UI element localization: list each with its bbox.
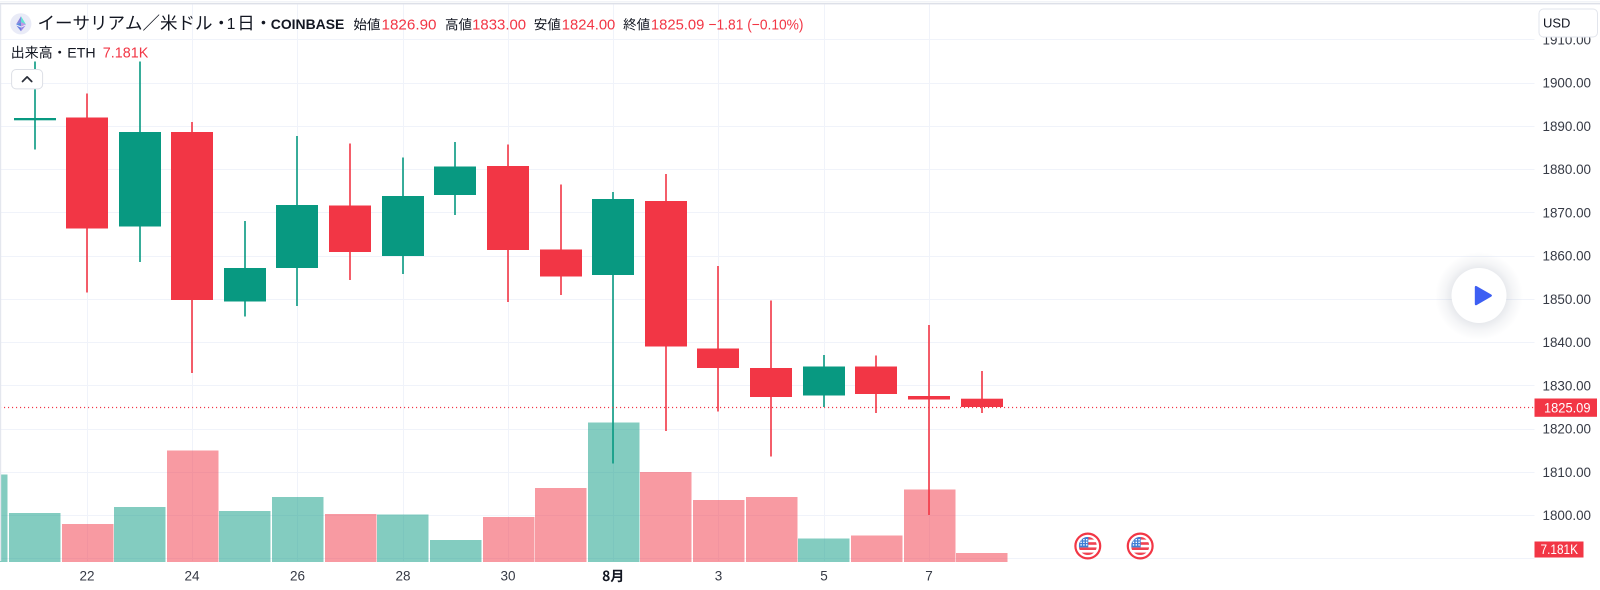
svg-text:ETH: ETH [67, 45, 95, 61]
svg-text:7: 7 [925, 569, 933, 584]
svg-text:1850.00: 1850.00 [1543, 292, 1592, 307]
svg-text:1810.00: 1810.00 [1543, 465, 1592, 480]
svg-text:1: 1 [227, 16, 236, 33]
svg-text:1890.00: 1890.00 [1543, 119, 1592, 134]
svg-text:30: 30 [500, 569, 515, 584]
svg-text:−1.81 (−0.10%): −1.81 (−0.10%) [709, 17, 804, 34]
svg-text:1825.09: 1825.09 [651, 17, 705, 34]
svg-text:1870.00: 1870.00 [1543, 205, 1592, 220]
svg-text:7.181K: 7.181K [103, 45, 149, 62]
svg-text:1820.00: 1820.00 [1543, 422, 1592, 437]
svg-text:1824.00: 1824.00 [562, 17, 616, 34]
svg-text:3: 3 [715, 569, 723, 584]
svg-text:1900.00: 1900.00 [1543, 76, 1592, 91]
svg-text:1825.09: 1825.09 [1544, 400, 1591, 415]
svg-text:1800.00: 1800.00 [1543, 508, 1592, 523]
svg-text:28: 28 [395, 569, 410, 584]
svg-text:26: 26 [290, 569, 305, 584]
svg-text:1833.00: 1833.00 [472, 17, 526, 34]
svg-text:24: 24 [184, 569, 200, 584]
svg-text:1830.00: 1830.00 [1543, 378, 1592, 393]
svg-text:7.181K: 7.181K [1541, 542, 1579, 557]
svg-text:COINBASE: COINBASE [271, 16, 345, 32]
svg-text:1840.00: 1840.00 [1543, 335, 1592, 350]
svg-text:1880.00: 1880.00 [1543, 162, 1592, 177]
svg-text:1860.00: 1860.00 [1543, 249, 1592, 264]
svg-text:5: 5 [820, 569, 828, 584]
svg-text:22: 22 [79, 569, 94, 584]
svg-text:1826.90: 1826.90 [382, 17, 437, 34]
svg-text:USD: USD [1543, 16, 1570, 31]
